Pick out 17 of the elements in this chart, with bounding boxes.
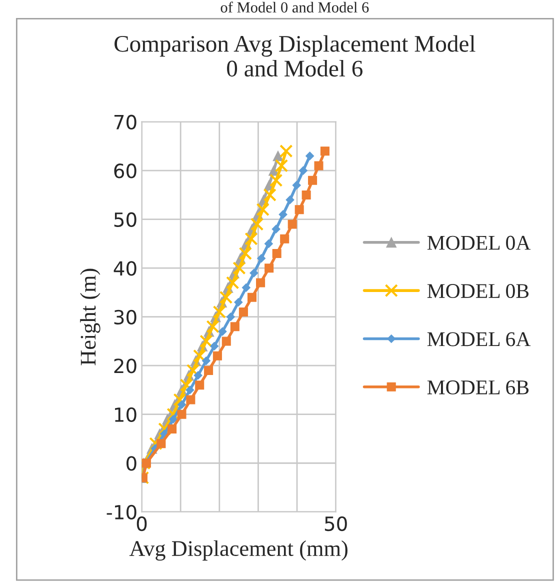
- y-tick-label: 20: [114, 358, 136, 374]
- text: of Model 0 and Model 6: [220, 2, 369, 13]
- y-tick-label: 40: [114, 261, 136, 276]
- y-tick-label: -10: [106, 504, 136, 520]
- y-tick-label: 0: [126, 456, 136, 471]
- legend-label: MODEL 6B: [427, 380, 529, 394]
- y-tick-label: 30: [114, 310, 136, 325]
- x-axis-title: Avg Displacement (mm): [129, 540, 348, 561]
- legend-label: MODEL 6A: [427, 332, 531, 346]
- legend-label: MODEL 0A: [427, 236, 531, 250]
- y-tick-label: 70: [114, 114, 136, 130]
- chart-title: Comparison Avg Displacement Model 0 and Model 6: [114, 35, 476, 77]
- y-tick-label: 60: [114, 164, 136, 178]
- y-axis-title: Height (m): [80, 268, 100, 366]
- legend-label: MODEL 0B: [427, 284, 529, 298]
- y-tick-label: 50: [114, 212, 136, 228]
- y-tick-label: 10: [115, 407, 136, 422]
